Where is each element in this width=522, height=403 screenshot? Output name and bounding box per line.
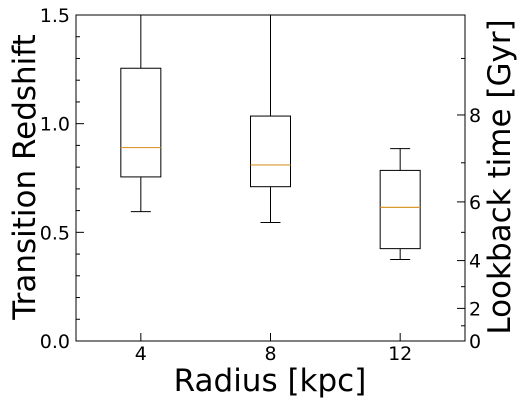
x-axis-title: Radius [kpc] — [174, 363, 367, 399]
y-tick-label: 0.0 — [40, 331, 70, 353]
box-iqr — [250, 115, 291, 188]
box-iqr — [120, 67, 162, 178]
y-tick-label: 1.5 — [40, 5, 70, 27]
y2-tick-label: 2 — [469, 298, 481, 320]
y-axis-title: Transition Redshift — [7, 34, 43, 321]
y2-axis-title: Lookback time [Gyr] — [482, 19, 518, 334]
y2-tick-label: 4 — [469, 251, 481, 273]
y-tick-label: 1.0 — [40, 114, 70, 136]
y2-tick-label: 8 — [469, 105, 481, 127]
y2-tick-label: 6 — [469, 192, 481, 214]
x-tick-label: 12 — [388, 343, 412, 365]
box-iqr — [379, 169, 421, 250]
x-tick-label: 8 — [264, 343, 276, 365]
y2-tick-label: 0 — [469, 331, 481, 353]
x-tick-label: 4 — [135, 343, 147, 365]
plot-area: 0.0 0.5 1.0 1.5 0 2 4 6 8 4 8 12 — [40, 5, 481, 365]
y-tick-label: 0.5 — [40, 222, 70, 244]
